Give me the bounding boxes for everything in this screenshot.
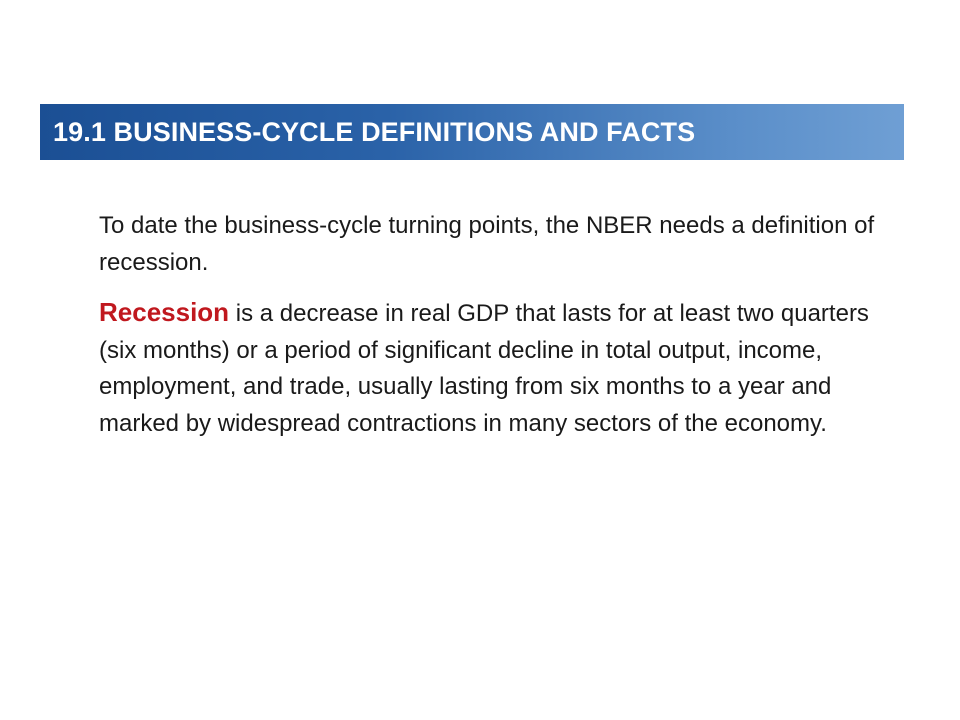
definition-paragraph: Recession is a decrease in real GDP that… [99, 294, 899, 442]
slide-body: To date the business-cycle turning point… [99, 208, 899, 442]
intro-paragraph: To date the business-cycle turning point… [99, 212, 875, 276]
slide-title: 19.1 BUSINESS-CYCLE DEFINITIONS AND FACT… [53, 116, 696, 147]
definition-term: Recession [99, 297, 230, 327]
definition-text: is a decrease in real GDP that lasts for… [99, 300, 869, 437]
title-bar: 19.1 BUSINESS-CYCLE DEFINITIONS AND FACT… [40, 104, 904, 160]
